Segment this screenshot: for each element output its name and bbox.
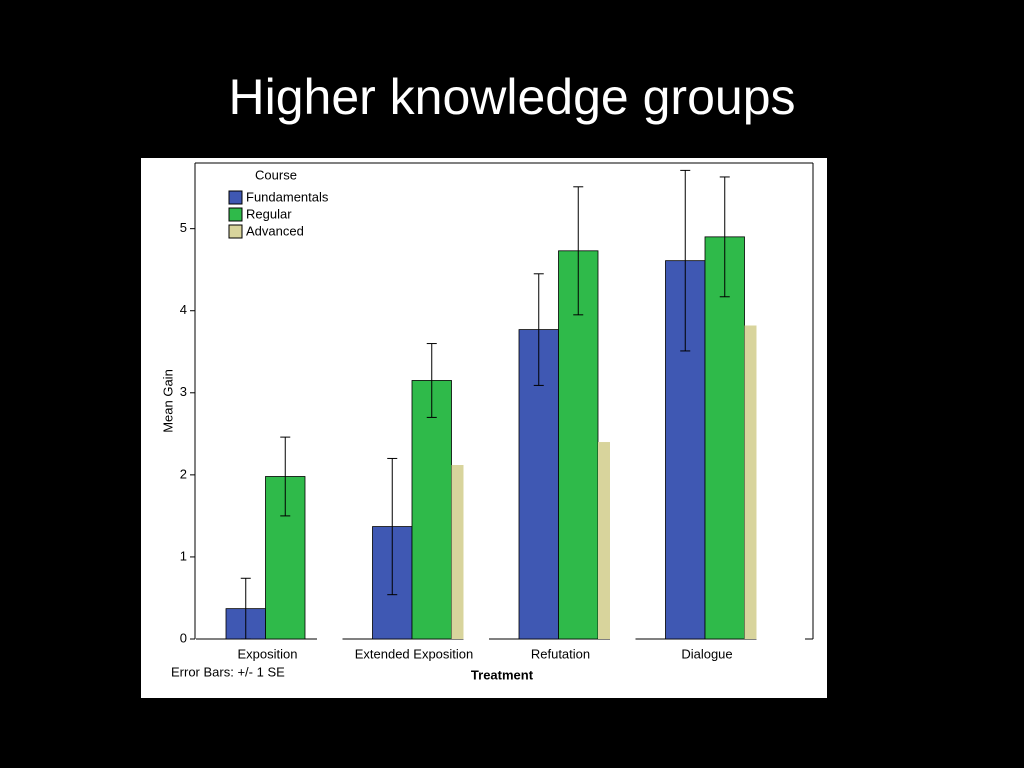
- error-bar: [387, 457, 398, 596]
- legend-swatch: [228, 190, 243, 205]
- y-tick-label: 1: [180, 548, 187, 563]
- y-tick-label: 4: [180, 302, 187, 317]
- error-bar: [426, 343, 437, 418]
- bar: [451, 465, 464, 639]
- legend-label: Fundamentals: [246, 189, 329, 204]
- x-tick-label: Refutation: [531, 646, 590, 661]
- slide-title: Higher knowledge groups: [228, 69, 796, 125]
- error-bar: [240, 577, 251, 640]
- legend-title: Course: [255, 167, 297, 182]
- x-tick-label: Dialogue: [681, 646, 732, 661]
- note: Error Bars: +/- 1 SE: [171, 664, 285, 679]
- bar: [411, 380, 452, 640]
- legend-label: Advanced: [246, 223, 304, 238]
- y-tick-label: 5: [180, 220, 187, 235]
- x-tick-label: Extended Exposition: [355, 646, 474, 661]
- x-tick-label: Exposition: [238, 646, 298, 661]
- y-tick-label: 2: [180, 466, 187, 481]
- y-axis-label: Mean Gain: [160, 369, 175, 433]
- bar: [598, 442, 610, 639]
- error-bar: [680, 169, 691, 352]
- error-bar: [719, 176, 730, 298]
- bar: [744, 325, 757, 639]
- legend-swatch: [228, 224, 243, 239]
- y-tick-label: 3: [180, 384, 187, 399]
- error-bar: [533, 273, 544, 386]
- x-axis-label: Treatment: [471, 667, 534, 682]
- bar: [704, 236, 745, 640]
- error-bar: [280, 436, 291, 517]
- bar: [558, 250, 599, 640]
- legend-swatch: [228, 207, 243, 222]
- y-tick-label: 0: [180, 630, 187, 645]
- error-bar: [573, 186, 584, 316]
- legend-label: Regular: [246, 206, 292, 221]
- chart: Course Mean Gain Treatment Error Bars: +…: [141, 158, 827, 698]
